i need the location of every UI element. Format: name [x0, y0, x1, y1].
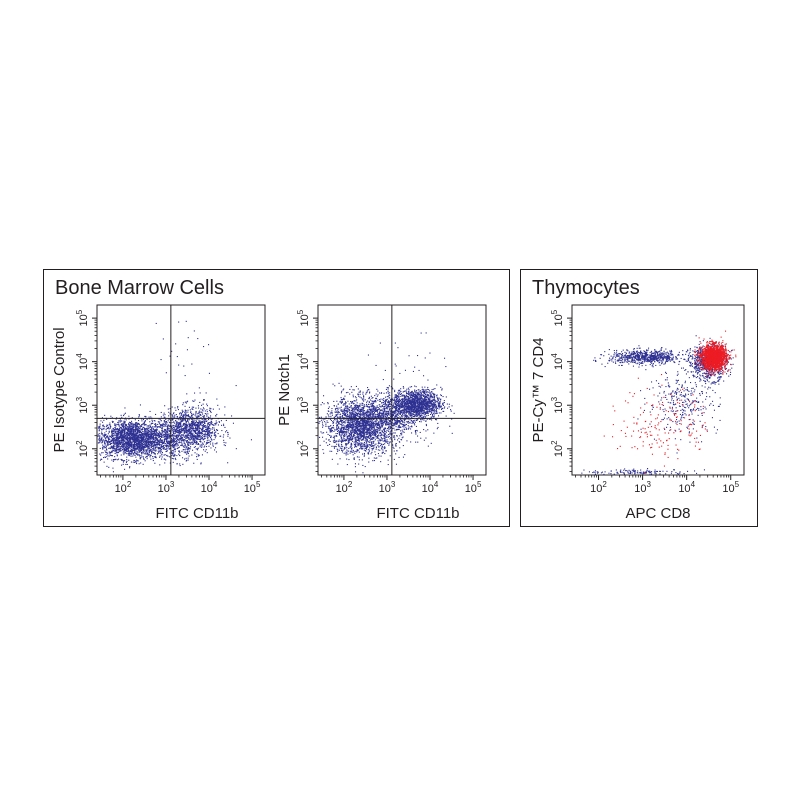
dot-population	[146, 411, 203, 467]
dot-population	[384, 386, 453, 465]
tick-label: 103	[379, 480, 396, 495]
x-axis-label: APC CD8	[625, 505, 690, 522]
dot-population	[637, 358, 721, 454]
bone-marrow-title: Bone Marrow Cells	[55, 277, 224, 299]
tick-label: 105	[75, 309, 90, 326]
dot-population	[367, 332, 447, 398]
plot-frame	[571, 304, 745, 476]
tick-label: 102	[336, 480, 353, 495]
tick-label: 104	[201, 480, 218, 495]
tick-label: 103	[634, 480, 651, 495]
dot-population	[318, 365, 427, 474]
x-axis-label: FITC CD11b	[376, 505, 459, 522]
tick-label: 105	[722, 480, 739, 495]
plot-frame	[96, 304, 266, 476]
tick-label: 102	[296, 440, 311, 457]
x-axis-label: FITC CD11b	[155, 505, 238, 522]
tick-label: 102	[115, 480, 132, 495]
tick-label: 104	[678, 480, 695, 495]
tick-label: 103	[158, 480, 175, 495]
dot-layer	[318, 332, 455, 474]
notch1-plot: 102 103 104 105 102 103 104 105 FITC CD11b PE …	[276, 304, 487, 522]
tick-label: 102	[590, 480, 607, 495]
tick-label: 102	[550, 440, 565, 457]
dot-population	[593, 345, 727, 369]
cd4-cd8-plot: 102 103 104 105 102 103 104 105 APC CD8 PE-Cy™…	[530, 304, 745, 522]
tick-label: 104	[550, 353, 565, 370]
y-axis-label: PE Isotype Control	[51, 327, 68, 452]
tick-label: 104	[75, 353, 90, 370]
tick-label: 105	[296, 309, 311, 326]
tick-label: 104	[296, 353, 311, 370]
tick-label: 103	[550, 396, 565, 413]
dot-population	[693, 330, 737, 376]
tick-label: 103	[296, 396, 311, 413]
dot-layer	[581, 330, 737, 476]
tick-label: 102	[75, 440, 90, 457]
y-axis-label: PE-Cy™ 7 CD4	[530, 337, 547, 442]
dot-layer	[97, 320, 252, 473]
isotype-control-plot: 102 103 104 105 102 103 104 105 FITC CD11b PE …	[51, 304, 266, 522]
dot-population	[581, 468, 705, 476]
dot-population	[155, 320, 210, 394]
y-axis-label: PE Notch1	[276, 354, 293, 426]
dot-population	[603, 374, 708, 474]
thymocytes-title: Thymocytes	[532, 277, 640, 299]
tick-label: 105	[465, 480, 482, 495]
dot-population	[181, 385, 237, 436]
dot-population	[97, 404, 198, 473]
dot-population	[151, 393, 252, 465]
plot-frame	[317, 304, 487, 476]
tick-label: 104	[422, 480, 439, 495]
tick-label: 105	[244, 480, 261, 495]
thymocytes-panel: Thymocytes	[520, 269, 758, 527]
tick-label: 103	[75, 396, 90, 413]
tick-label: 105	[550, 309, 565, 326]
